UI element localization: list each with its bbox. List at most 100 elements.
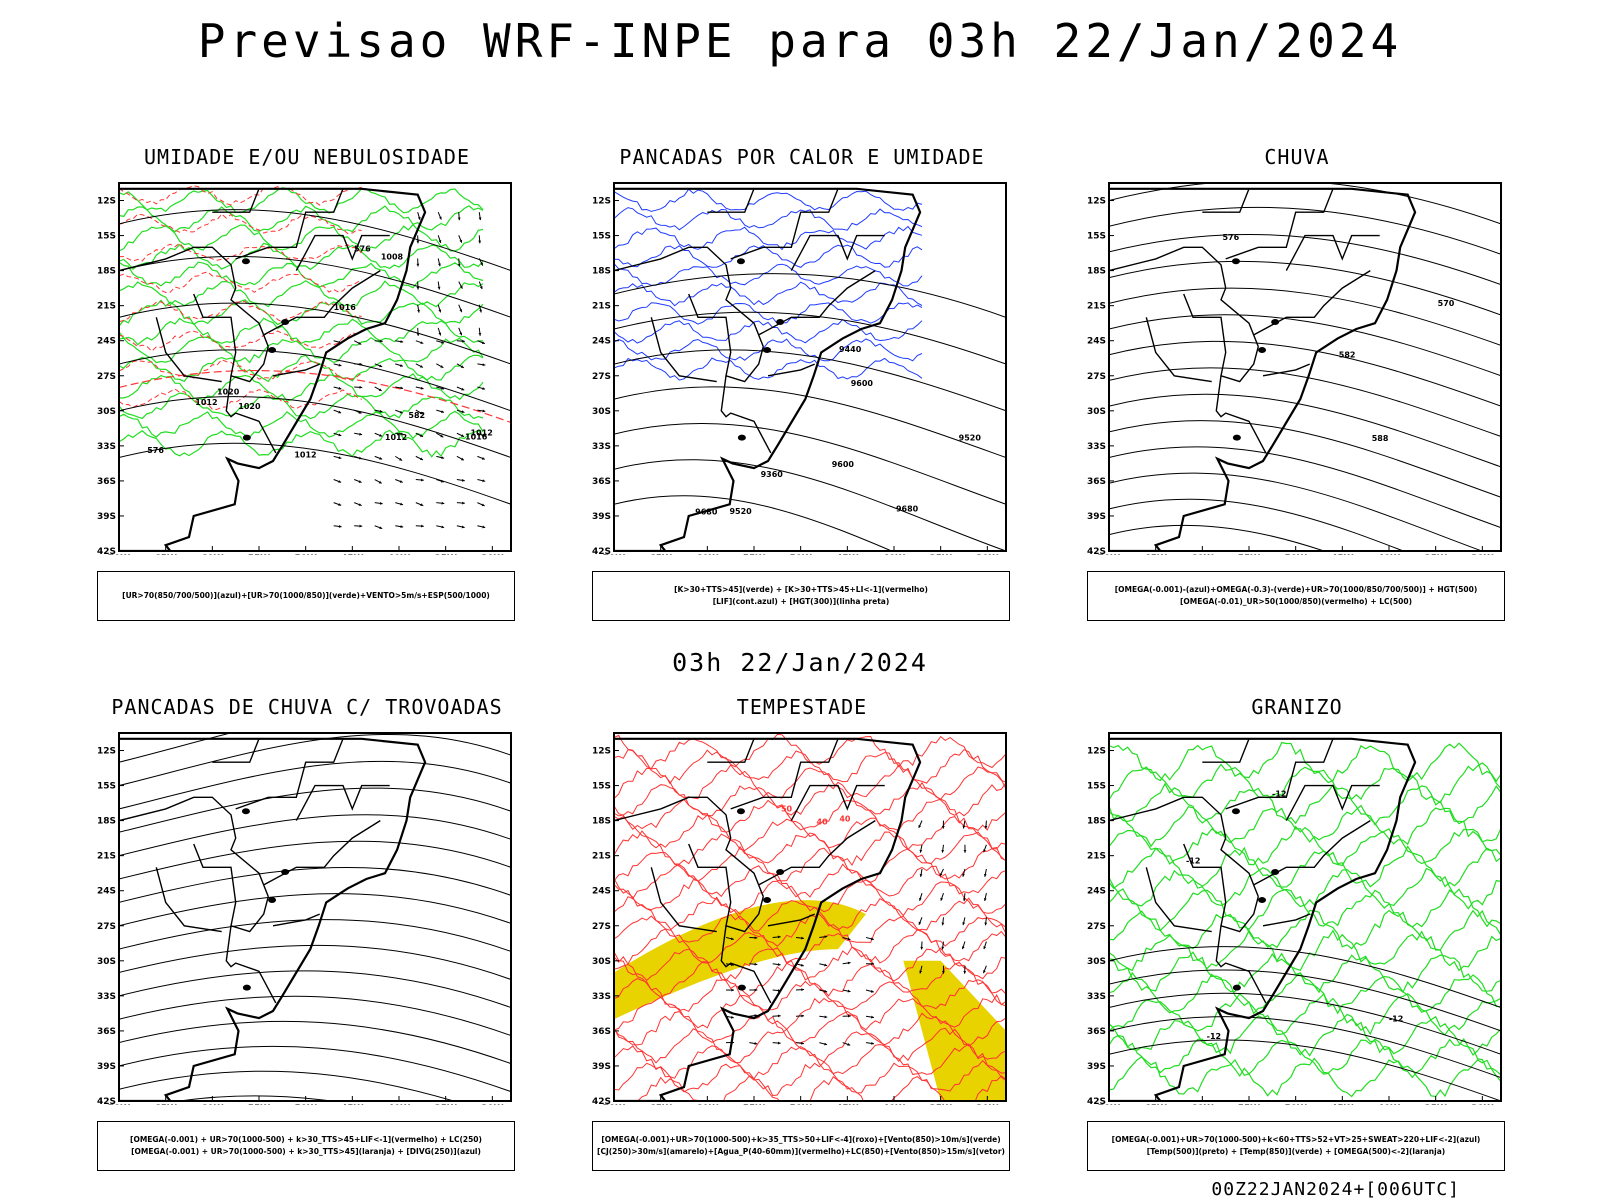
lat-tick-label: 15S [1087, 232, 1106, 242]
contour-label: -12 [1186, 857, 1200, 866]
lake [1232, 984, 1241, 991]
lat-tick-label: 24S [592, 887, 611, 897]
thickness-red-contour [119, 300, 362, 323]
lon-tick-label: 35W [1424, 554, 1447, 555]
state-border [1202, 188, 1250, 213]
wind-vector-head [941, 922, 945, 926]
forecast-time-title: 03h 22/Jan/2024 [672, 648, 928, 677]
state-border [1202, 738, 1250, 763]
wind-vector-head [800, 963, 804, 967]
streamline [119, 893, 511, 927]
wind-vector-head [461, 525, 465, 529]
rh-green-contour [119, 410, 484, 440]
wind-vector-head [962, 825, 966, 829]
jet-yellow-area [903, 960, 1006, 1101]
lon-tick-label: 60W [696, 554, 719, 555]
contour-label: 1012 [294, 450, 316, 459]
temp850-green-contour [1109, 888, 1501, 931]
lc850-red-contour [614, 1010, 1006, 1047]
plot-frame [1108, 732, 1502, 1102]
lc850-red-contour [614, 993, 1006, 1031]
lc850-red-contour [614, 913, 1006, 947]
lon-tick-label: 65W [649, 554, 672, 555]
wind-vector-head [421, 524, 424, 528]
plot-frame [613, 182, 1007, 552]
lake [776, 319, 785, 326]
map-granizo: -12 -12 -12 -12 12S 15S 18S 21S 24S 27S 30S 33S 36S 3… [1087, 725, 1507, 1105]
wind-vector-head [824, 963, 828, 967]
lon-tick-label: 45W [1331, 1104, 1354, 1105]
thickness-red-contour [119, 213, 362, 235]
lc850-red-contour [614, 896, 1006, 932]
temp850-green-contour [1109, 825, 1501, 866]
state-border [758, 820, 876, 886]
lat-tick-label: 18S [592, 267, 611, 277]
contour-label: 9520 [729, 507, 752, 516]
map-umidade: 1012 1012 1016 1012 1012 1008 1016 1020 1020 576 5… [97, 175, 517, 555]
lat-tick-label: 30S [1087, 407, 1106, 417]
wind-vector-head [441, 386, 445, 390]
wind-vector-head [459, 239, 463, 243]
lon-tick-label: 55W [743, 1104, 766, 1105]
lat-tick-label: 21S [97, 302, 116, 312]
wind-vector-head [457, 217, 461, 221]
wind-vector-head [754, 936, 758, 940]
lon-tick-label: 70W [1098, 1104, 1121, 1105]
legend-line: [OMEGA(-0.001)+UR>70(1000-500)+k<60+TTS>… [1111, 1135, 1481, 1144]
wind-vector-head [462, 339, 465, 343]
state-border [1225, 738, 1334, 810]
contour-label: 1016 [334, 303, 357, 312]
state-border [790, 784, 885, 821]
lake [281, 869, 290, 876]
lon-tick-label: 60W [201, 1104, 224, 1105]
contour-label: 1012 [385, 433, 407, 442]
lat-tick-label: 33S [97, 992, 116, 1002]
lat-tick-label: 42S [592, 1097, 611, 1105]
contour-label: 9360 [761, 470, 784, 479]
wind-vector-head [457, 263, 461, 267]
panel-pancadas-calor: PANCADAS POR CALOR E UMIDADE 9680 9680 960… [552, 145, 1012, 635]
temp500-contour [1109, 1039, 1501, 1101]
streamline [119, 840, 511, 880]
lon-tick-label: 40W [1378, 554, 1401, 555]
wind-vector-head [961, 946, 965, 950]
lake [763, 347, 772, 354]
wind-vector-head [440, 434, 444, 438]
lat-tick-label: 15S [592, 232, 611, 242]
wind-vector-head [359, 432, 363, 436]
state-border [1285, 784, 1380, 821]
rh-green-contour [119, 280, 484, 308]
lat-tick-label: 33S [592, 992, 611, 1002]
lat-tick-label: 36S [97, 1027, 116, 1037]
wind-vector-head [918, 824, 922, 828]
pressure-contour [119, 442, 511, 505]
state-border [295, 234, 390, 271]
wind-vector-head [441, 340, 445, 344]
wind-vector-head [731, 1015, 734, 1019]
wind-vector-head [940, 897, 944, 901]
panel-trovoadas: PANCADAS DE CHUVA C/ TROVOADAS 12S 15S 18S… [57, 695, 517, 1185]
lake [1231, 258, 1240, 265]
lat-tick-label: 39S [1087, 512, 1106, 522]
wind-vector-head [479, 286, 483, 290]
wind-vector-head [871, 1015, 874, 1019]
state-border [720, 375, 772, 454]
plot-area: 1012101210161012101210081016102010205765… [119, 185, 511, 551]
lif-blue-contour [614, 318, 923, 344]
wind-vector-head [437, 286, 441, 290]
rh-green-contour [119, 372, 484, 402]
wind-vector-head [440, 365, 444, 368]
lc850-red-contour [614, 748, 1006, 785]
lon-tick-label: 30W [481, 554, 504, 555]
wind-vector-head [400, 502, 403, 506]
lon-tick-label: 70W [603, 554, 626, 555]
pressure-contour [119, 255, 511, 318]
wind-vector-head [440, 479, 444, 483]
lon-tick-label: 55W [1238, 554, 1261, 555]
lon-tick-label: 70W [108, 1104, 131, 1105]
wind-vector-head [919, 970, 923, 974]
state-border [155, 867, 222, 933]
wind-vector-head [481, 503, 485, 507]
contour-label: 9440 [839, 345, 862, 354]
thickness-red-contour [119, 388, 362, 410]
